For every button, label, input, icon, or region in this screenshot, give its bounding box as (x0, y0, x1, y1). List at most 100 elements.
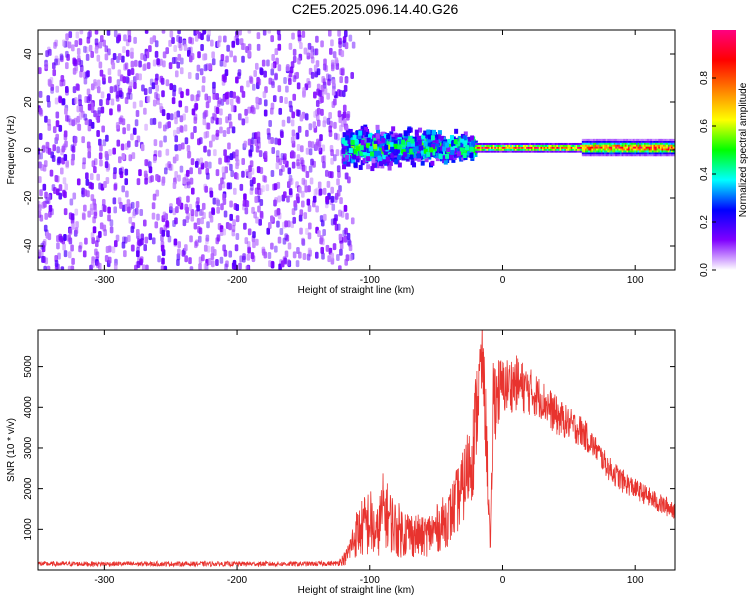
heatmap-cell (197, 51, 201, 59)
heatmap-cell (330, 252, 334, 260)
heatmap-cell (320, 40, 324, 48)
heatmap-cell (245, 169, 249, 177)
heatmap-cell (235, 233, 240, 241)
heatmap-cell (44, 212, 48, 220)
heatmap-cell (203, 244, 208, 252)
heatmap-cell (112, 172, 117, 180)
heatmap-cell (105, 245, 110, 253)
heatmap-cell (342, 155, 347, 161)
heatmap-cell (322, 187, 327, 195)
heatmap-cell (616, 142, 619, 145)
heatmap-cell (220, 177, 224, 185)
heatmap-cell (599, 146, 602, 149)
heatmap-cell (63, 191, 67, 199)
heatmap-cell (345, 128, 350, 134)
heatmap-cell (449, 154, 454, 160)
heatmap-cell (642, 142, 645, 145)
heatmap-cell (210, 252, 215, 260)
heatmap-cell (621, 146, 624, 149)
heatmap-cell (201, 202, 206, 210)
heatmap-cell (479, 142, 482, 145)
heatmap-cell (154, 40, 159, 48)
heatmap-cell (559, 146, 562, 149)
heatmap-cell (659, 150, 662, 153)
heatmap-cell (162, 60, 166, 68)
heatmap-cell (143, 54, 147, 62)
heatmap-cell (244, 116, 249, 124)
heatmap-cell (81, 162, 86, 170)
heatmap-cell (596, 146, 599, 149)
heatmap-cell (263, 175, 268, 183)
heatmap-cell (244, 108, 248, 116)
heatmap-cell (359, 145, 364, 151)
heatmap-cell (49, 169, 54, 177)
heatmap-cell (616, 140, 619, 143)
heatmap-cell (650, 154, 653, 157)
heatmap-cell (291, 208, 296, 216)
heatmap-cell (653, 148, 656, 151)
heatmap-cell (268, 260, 272, 268)
heatmap-cell (526, 144, 529, 147)
heatmap-cell (302, 87, 306, 95)
heatmap-cell (194, 160, 199, 168)
heatmap-cell (479, 146, 482, 149)
heatmap-cell (426, 129, 431, 135)
heatmap-cell (113, 182, 118, 190)
y-tick-label: 0 (23, 147, 34, 153)
heatmap-cell (277, 85, 282, 93)
heatmap-cell (353, 162, 358, 168)
heatmap-cell (274, 73, 278, 81)
heatmap-cell (272, 61, 277, 69)
heatmap-cell (134, 119, 139, 127)
heatmap-cell (273, 199, 277, 207)
heatmap-cell (229, 50, 233, 58)
heatmap-cell (389, 131, 394, 137)
heatmap-cell (99, 35, 104, 43)
heatmap-cell (669, 148, 672, 151)
heatmap-cell (612, 146, 615, 149)
heatmap-cell (390, 146, 395, 152)
heatmap-cell (580, 148, 583, 151)
heatmap-cell (592, 144, 595, 147)
heatmap-cell (98, 138, 102, 146)
heatmap-cell (278, 107, 283, 115)
heatmap-cell (578, 148, 581, 151)
heatmap-cell (672, 144, 675, 147)
heatmap-cell (232, 91, 236, 99)
heatmap-cell (635, 154, 638, 157)
heatmap-cell (567, 142, 570, 145)
heatmap-cell (666, 152, 669, 155)
heatmap-cell (94, 30, 99, 35)
heatmap-cell (320, 108, 324, 116)
heatmap-cell (454, 128, 459, 134)
heatmap-cell (666, 150, 669, 153)
heatmap-cell (518, 146, 521, 149)
heatmap-cell (303, 179, 308, 187)
heatmap-cell (155, 189, 160, 197)
heatmap-cell (219, 126, 223, 134)
heatmap-cell (211, 134, 216, 142)
heatmap-cell (304, 112, 309, 120)
heatmap-cell (483, 144, 486, 147)
heatmap-cell (84, 237, 88, 245)
heatmap-cell (653, 142, 656, 145)
heatmap-cell (277, 236, 282, 244)
heatmap-cell (93, 166, 97, 174)
heatmap-cell (177, 199, 181, 207)
heatmap-cell (62, 243, 66, 251)
heatmap-cell (235, 38, 240, 46)
heatmap-cell (655, 146, 658, 149)
heatmap-cell (637, 150, 640, 153)
heatmap-cell (155, 73, 159, 81)
heatmap-cell (158, 150, 162, 158)
heatmap-cell (475, 144, 478, 147)
heatmap-cell (280, 260, 285, 268)
heatmap-cell (664, 140, 667, 143)
heatmap-cell (301, 164, 306, 172)
heatmap-cell (66, 115, 71, 123)
heatmap-cell (124, 178, 129, 186)
heatmap-cell (573, 146, 576, 149)
heatmap-cell (332, 243, 337, 251)
